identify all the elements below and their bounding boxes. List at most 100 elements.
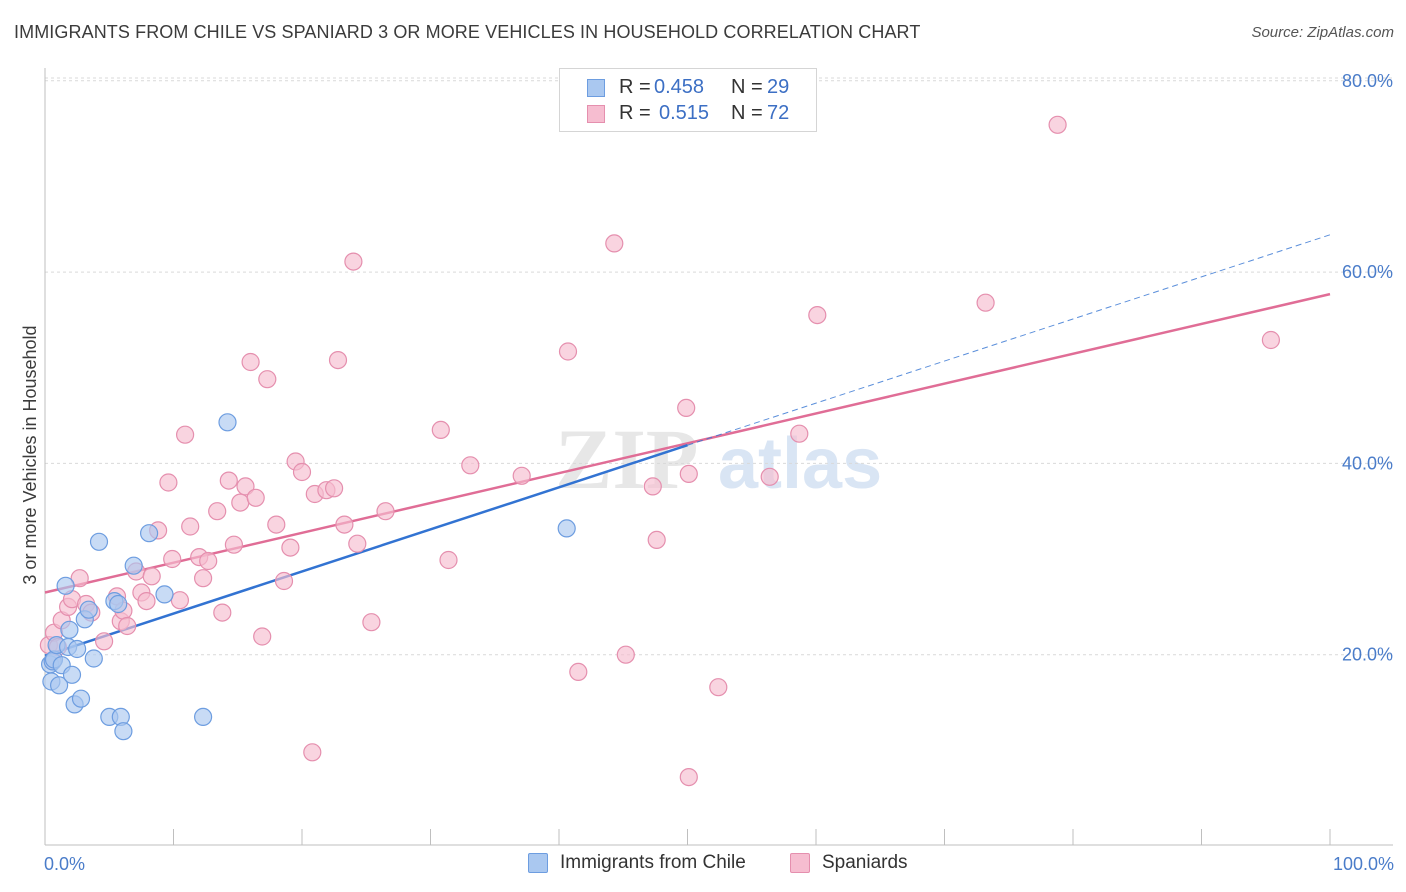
axes — [44, 68, 1393, 846]
spaniards-point — [194, 569, 213, 588]
legend-n-label: N = — [731, 102, 763, 124]
legend-r-value: 0.515 — [659, 102, 710, 124]
spaniards-point — [94, 632, 114, 651]
spaniards-point — [461, 456, 480, 475]
spaniards-trend-line — [44, 292, 1331, 594]
chile-trend-extension — [687, 234, 1331, 446]
spaniards-point — [431, 420, 450, 439]
trend-lines — [44, 234, 1331, 657]
spaniards-point — [760, 467, 779, 486]
chile-point — [140, 524, 159, 543]
legend-r-label: R = — [619, 102, 651, 124]
spaniards-point — [219, 471, 238, 490]
chile-point — [124, 556, 143, 575]
chile-point — [557, 519, 576, 538]
chart-title: IMMIGRANTS FROM CHILE VS SPANIARD 3 OR M… — [14, 22, 921, 42]
spaniards-point — [1261, 330, 1281, 350]
spaniards-point — [376, 502, 395, 521]
spaniards-point — [328, 351, 348, 370]
correlation-legend: R = 0.458 N = 29 R = 0.515 N = 72 — [559, 68, 817, 132]
legend-swatch-chile — [587, 79, 605, 97]
spaniards-point — [808, 306, 827, 325]
chile-point — [109, 594, 128, 614]
legend-r-value: 0.458 — [654, 76, 705, 98]
watermark-zip: ZIP — [555, 411, 698, 507]
chile-trend-line — [44, 444, 688, 657]
spaniards-point — [362, 613, 381, 632]
legend-n-label: N = — [731, 76, 763, 98]
spaniards-point — [236, 477, 255, 496]
spaniards-point — [241, 352, 260, 372]
spaniards-point — [679, 767, 698, 787]
chile-point — [84, 649, 103, 668]
spaniards-point — [512, 466, 531, 485]
spaniards-point — [274, 571, 294, 591]
spaniards-point — [142, 567, 161, 586]
spaniards-point — [70, 569, 89, 588]
spaniards-point — [1048, 115, 1067, 134]
chile-point — [155, 585, 174, 604]
spaniards-point — [213, 603, 232, 622]
chile-point — [89, 532, 109, 551]
chile-point — [114, 722, 133, 741]
y-tick-label: 80.0% — [1342, 71, 1393, 91]
y-tick-label: 20.0% — [1342, 645, 1393, 665]
spaniards-point — [159, 473, 178, 492]
spaniards-point — [677, 398, 696, 417]
chile-points — [40, 413, 576, 741]
spaniards-point — [643, 477, 662, 496]
bottom-legend-label: Spaniards — [822, 852, 908, 873]
legend-square-icon — [528, 853, 548, 873]
legend-n-value: 29 — [767, 76, 790, 98]
legend-swatch-spaniards — [587, 105, 605, 123]
spaniards-point — [292, 462, 312, 482]
spaniards-point — [231, 493, 250, 512]
spaniards-point — [348, 534, 367, 553]
chile-point — [67, 639, 87, 659]
spaniards-point — [163, 549, 182, 569]
spaniards-point — [709, 678, 728, 697]
spaniards-point — [199, 551, 218, 571]
spaniards-point — [558, 342, 578, 361]
chile-point — [71, 689, 91, 708]
spaniards-point — [335, 515, 354, 534]
chile-point — [60, 620, 79, 639]
spaniards-point — [605, 234, 624, 253]
x-tick-label-100: 100.0% — [1333, 854, 1394, 874]
spaniards-point — [976, 293, 995, 312]
y-tick-label: 60.0% — [1342, 262, 1393, 282]
y-tick-label: 40.0% — [1342, 453, 1393, 473]
spaniards-point — [258, 370, 277, 389]
y-tick-labels: 20.0% 40.0% 60.0% 80.0% — [1342, 71, 1393, 665]
spaniards-point — [569, 662, 588, 682]
spaniards-point — [616, 645, 635, 664]
legend-r-label: R = — [619, 76, 651, 98]
spaniards-point — [170, 591, 189, 610]
watermark: ZIP atlas — [555, 411, 882, 507]
spaniards-point — [325, 479, 344, 498]
chile-point — [218, 413, 237, 432]
spaniards-point — [267, 515, 286, 534]
legend-n-value: 72 — [767, 102, 790, 124]
spaniards-point — [224, 535, 243, 554]
spaniards-point — [137, 591, 156, 611]
spaniards-point — [281, 538, 300, 557]
spaniards-point — [181, 517, 200, 536]
spaniards-point — [176, 425, 195, 444]
chile-point — [49, 676, 69, 695]
spaniards-point — [253, 627, 272, 646]
y-axis-title: 3 or more Vehicles in Household — [20, 325, 40, 584]
chile-point — [79, 600, 98, 619]
x-tick-label-0: 0.0% — [44, 854, 85, 874]
spaniards-point — [303, 743, 322, 762]
legend-square-icon — [790, 853, 810, 873]
spaniards-point — [439, 550, 458, 570]
spaniards-point — [790, 424, 809, 443]
chile-point — [56, 576, 75, 595]
chile-point — [62, 665, 82, 684]
spaniards-point — [118, 616, 137, 636]
spaniards-point — [208, 502, 227, 521]
spaniards-point — [647, 530, 666, 550]
spaniards-points — [39, 115, 1281, 787]
